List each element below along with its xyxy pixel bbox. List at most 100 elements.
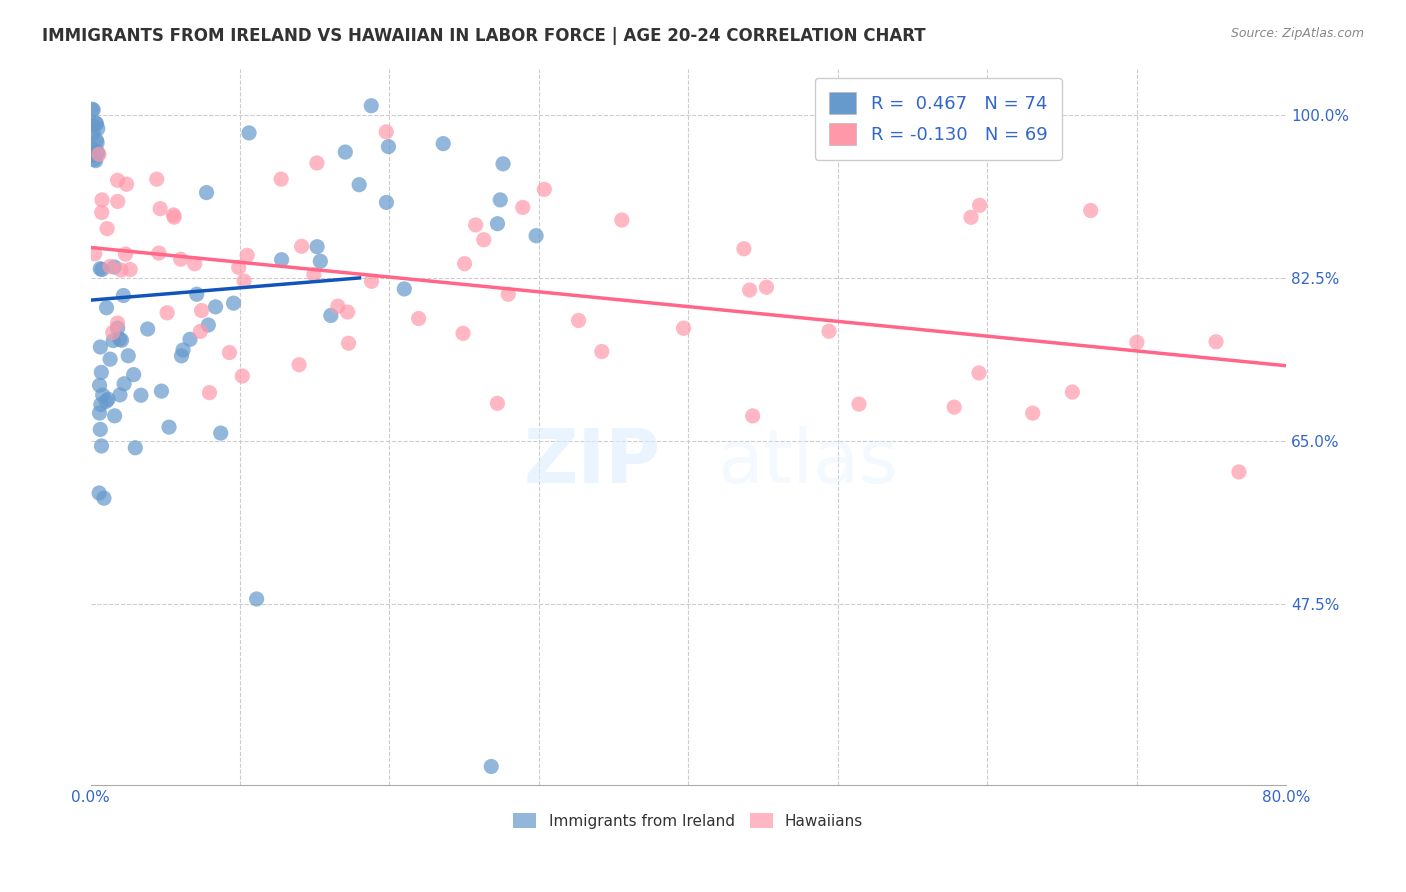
- Point: [360, 99, 382, 113]
- Point: [122, 368, 145, 382]
- Point: [108, 332, 131, 346]
- Point: [375, 195, 398, 210]
- Point: [114, 247, 136, 261]
- Point: [150, 384, 173, 398]
- Point: [82, 119, 104, 133]
- Point: [377, 139, 399, 153]
- Point: [319, 309, 342, 323]
- Point: [489, 193, 512, 207]
- Point: [848, 397, 870, 411]
- Point: [162, 208, 184, 222]
- Text: ZIP: ZIP: [524, 426, 661, 500]
- Point: [90, 439, 112, 453]
- Point: [302, 268, 325, 282]
- Point: [93, 491, 115, 505]
- Point: [492, 157, 515, 171]
- Point: [107, 173, 129, 187]
- Point: [157, 420, 180, 434]
- Point: [91, 262, 114, 277]
- Point: [733, 242, 755, 256]
- Point: [83, 153, 105, 167]
- Point: [291, 239, 314, 253]
- Point: [179, 332, 201, 346]
- Point: [486, 396, 509, 410]
- Point: [741, 409, 763, 423]
- Point: [107, 316, 129, 330]
- Point: [610, 213, 633, 227]
- Point: [108, 388, 131, 402]
- Point: [432, 136, 454, 151]
- Point: [967, 366, 990, 380]
- Point: [1062, 385, 1084, 400]
- Point: [107, 321, 129, 335]
- Point: [124, 441, 146, 455]
- Point: [567, 313, 589, 327]
- Point: [87, 147, 110, 161]
- Point: [1205, 334, 1227, 349]
- Point: [186, 287, 208, 301]
- Point: [82, 103, 104, 117]
- Point: [1227, 465, 1250, 479]
- Point: [163, 210, 186, 224]
- Text: atlas: atlas: [717, 426, 898, 500]
- Point: [1080, 203, 1102, 218]
- Point: [89, 340, 111, 354]
- Point: [755, 280, 778, 294]
- Point: [97, 392, 120, 407]
- Point: [86, 133, 108, 147]
- Point: [82, 103, 104, 117]
- Point: [156, 306, 179, 320]
- Point: [83, 247, 105, 261]
- Point: [82, 142, 104, 156]
- Point: [238, 126, 260, 140]
- Text: Source: ZipAtlas.com: Source: ZipAtlas.com: [1230, 27, 1364, 40]
- Point: [236, 248, 259, 262]
- Point: [228, 260, 250, 275]
- Point: [337, 336, 360, 351]
- Point: [98, 260, 121, 274]
- Point: [101, 326, 124, 340]
- Point: [103, 260, 125, 274]
- Point: [107, 194, 129, 209]
- Point: [89, 422, 111, 436]
- Point: [960, 211, 983, 225]
- Point: [103, 334, 125, 348]
- Point: [347, 178, 370, 192]
- Point: [533, 182, 555, 196]
- Point: [190, 303, 212, 318]
- Point: [172, 343, 194, 357]
- Point: [117, 349, 139, 363]
- Point: [375, 125, 398, 139]
- Point: [209, 426, 232, 441]
- Point: [218, 345, 240, 359]
- Point: [89, 261, 111, 276]
- Point: [96, 301, 118, 315]
- Point: [672, 321, 695, 335]
- Point: [91, 193, 114, 207]
- Point: [246, 591, 269, 606]
- Point: [82, 126, 104, 140]
- Point: [738, 283, 761, 297]
- Point: [89, 486, 111, 500]
- Point: [231, 369, 253, 384]
- Point: [112, 288, 135, 302]
- Point: [148, 246, 170, 260]
- Point: [818, 324, 841, 338]
- Point: [943, 400, 966, 414]
- Point: [198, 385, 221, 400]
- Point: [309, 254, 332, 268]
- Point: [969, 198, 991, 212]
- Point: [288, 358, 311, 372]
- Point: [204, 300, 226, 314]
- Point: [110, 333, 132, 347]
- Point: [270, 252, 292, 267]
- Point: [82, 148, 104, 162]
- Point: [472, 233, 495, 247]
- Point: [464, 218, 486, 232]
- Point: [87, 147, 110, 161]
- Point: [110, 263, 132, 277]
- Point: [233, 274, 256, 288]
- Point: [591, 344, 613, 359]
- Point: [305, 156, 328, 170]
- Point: [394, 282, 416, 296]
